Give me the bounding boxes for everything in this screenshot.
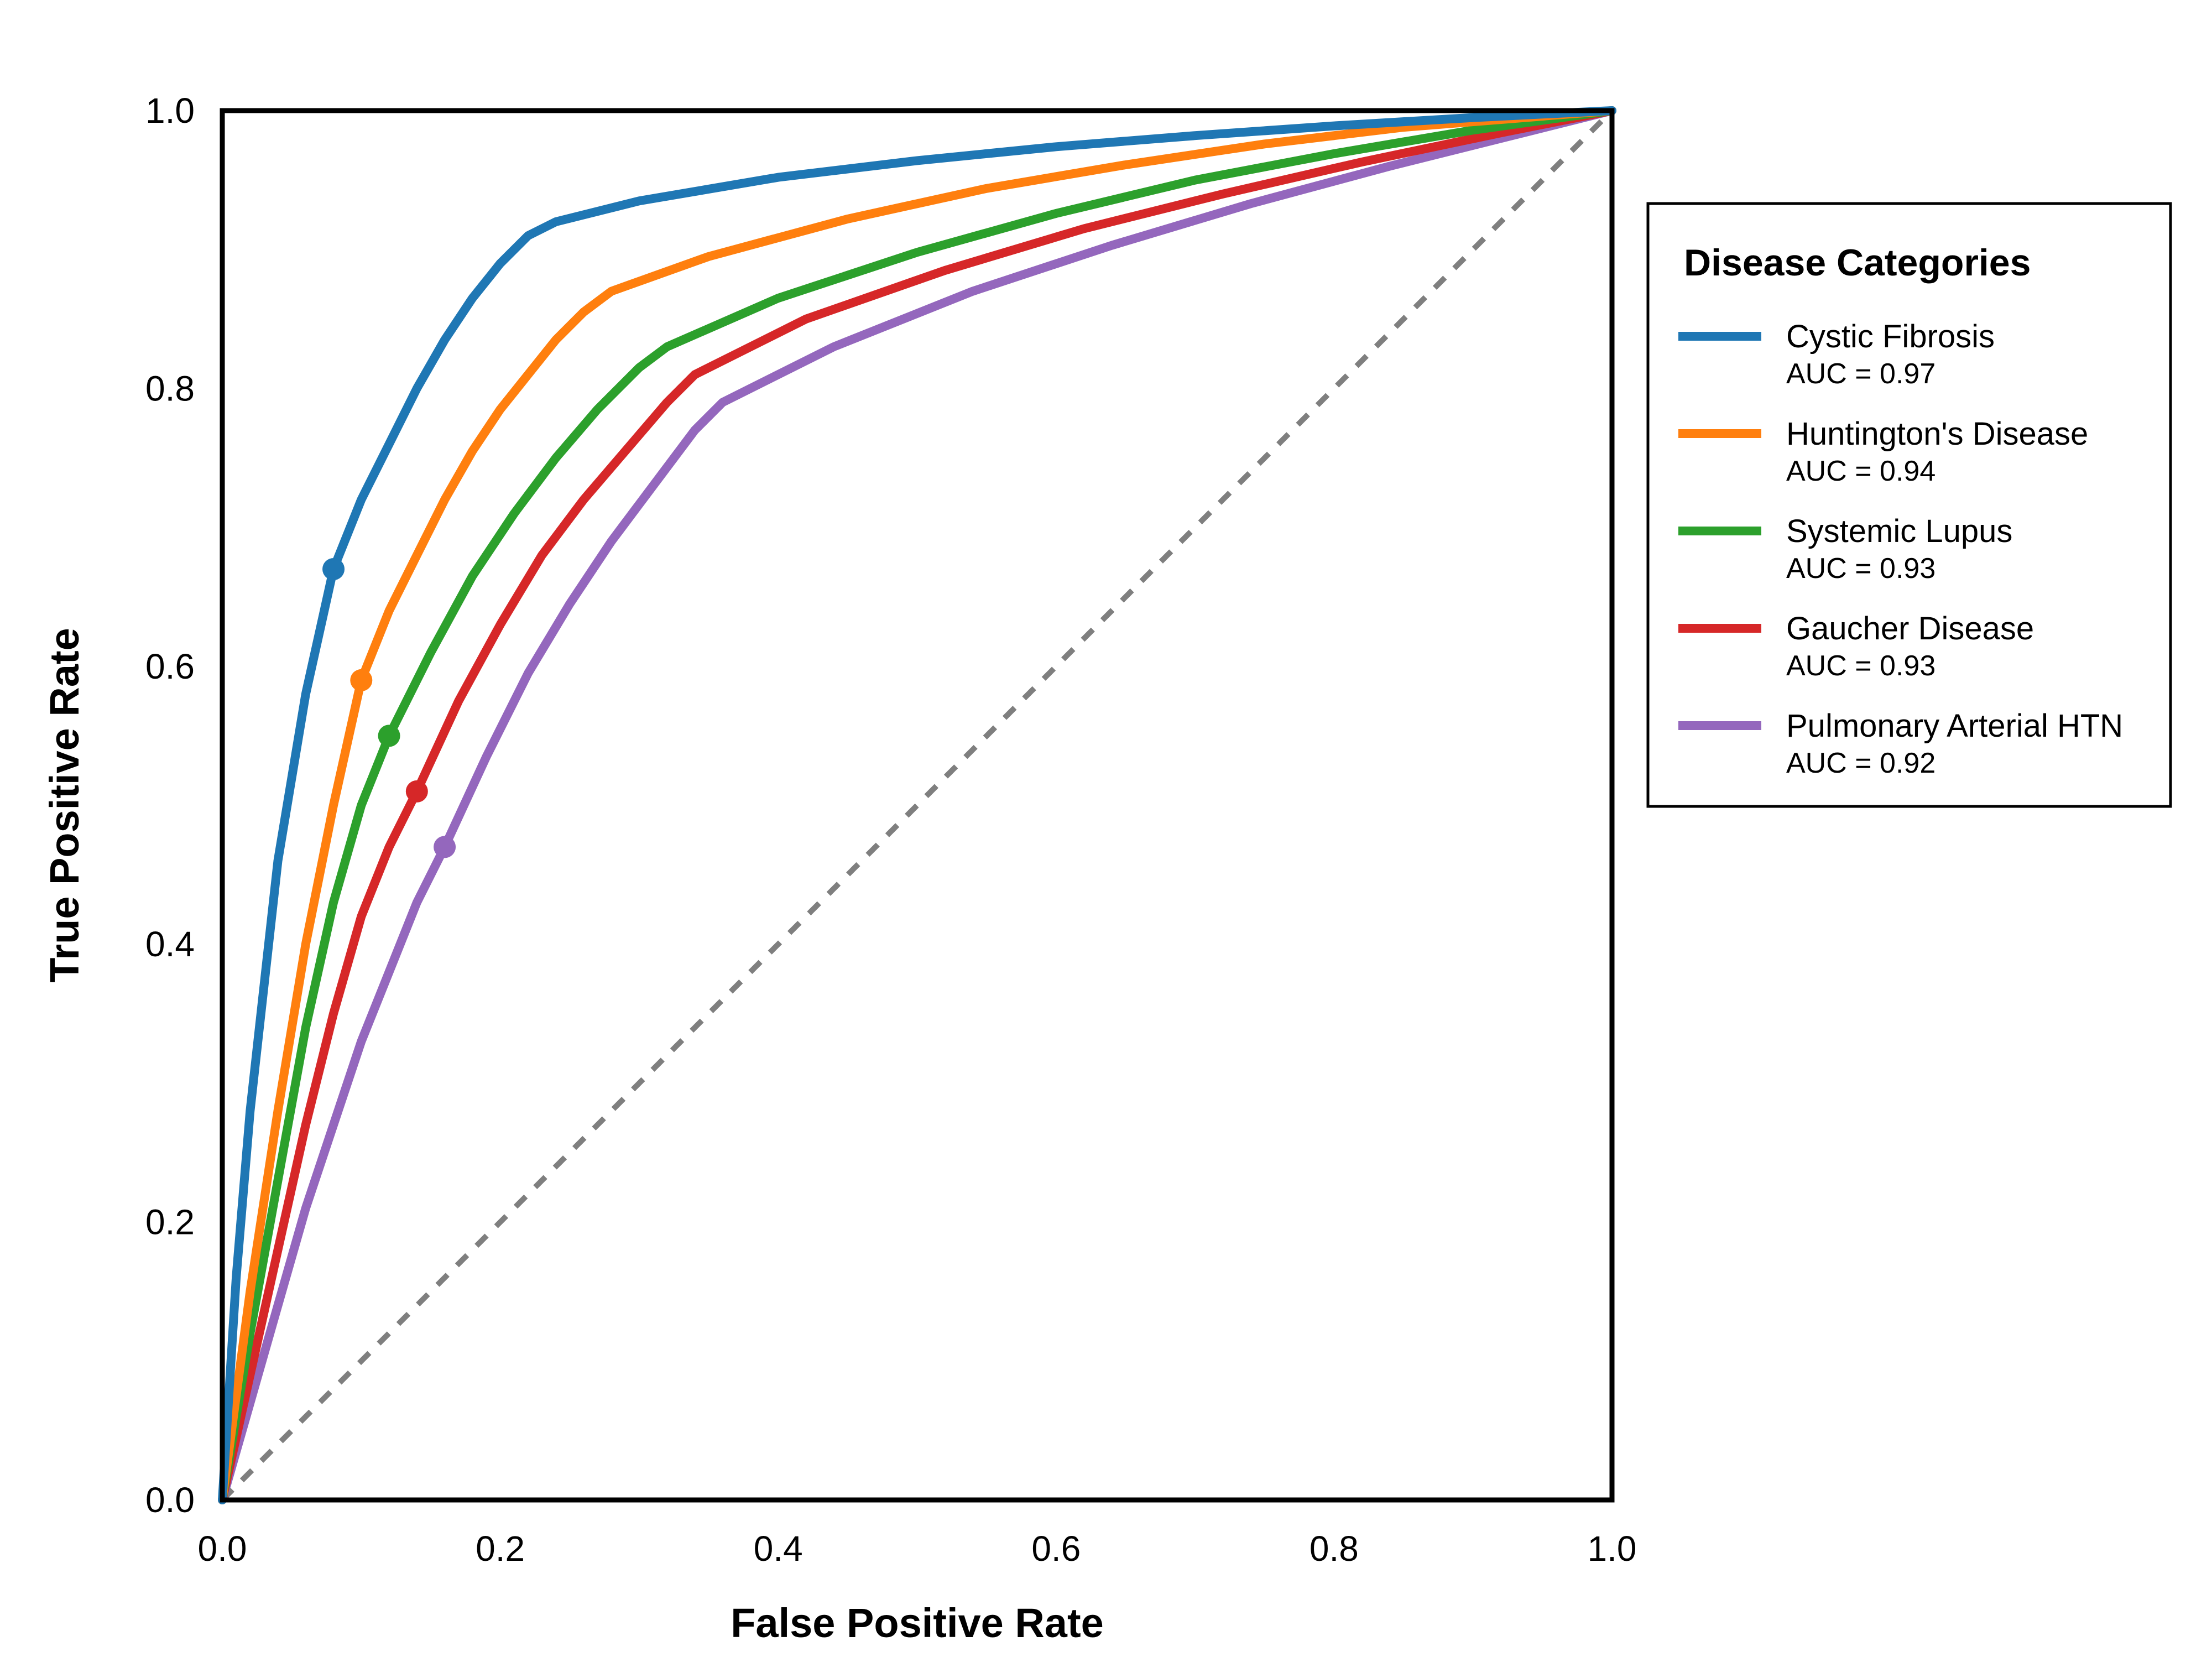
x-tick-label: 0.6 [1031, 1529, 1081, 1569]
series-line-gaucher-disease [218, 106, 1616, 1504]
operating-point-marker-systemic-lupus [378, 725, 400, 747]
series-line-pulmonary-arterial-htn [218, 106, 1616, 1504]
legend-series-name: Cystic Fibrosis [1786, 319, 1995, 355]
series-line-huntington-s-disease [218, 106, 1616, 1504]
legend-title: Disease Categories [1684, 242, 2031, 284]
legend-auc-label: AUC = 0.92 [1786, 747, 1936, 779]
y-tick-label: 0.8 [145, 368, 195, 408]
legend-auc-label: AUC = 0.94 [1786, 455, 1936, 487]
chance-diagonal-line [220, 108, 1614, 1502]
x-tick-label: 0.2 [476, 1529, 525, 1569]
axes: 0.00.0 0.2 0.2 0.4 0.4 0.6 0.6 0.8 0.8 1.0 1.0 Fals… [41, 91, 1636, 1646]
y-axis-title: True Positive Rate [41, 628, 87, 983]
plot-frame [220, 108, 1615, 1503]
x-tick-label: 0.4 [754, 1529, 803, 1569]
x-tick-label: 0.0 [198, 1529, 247, 1569]
legend-series-name: Pulmonary Arterial HTN [1786, 708, 2123, 744]
y-tick-label: 0.2 [145, 1202, 195, 1242]
y-tick-label: 0.6 [145, 647, 195, 686]
y-tick-label: 0.0 [145, 1480, 195, 1520]
legend-auc-label: AUC = 0.93 [1786, 553, 1936, 585]
legend-series-name: Systemic Lupus [1786, 513, 2012, 549]
series-line-cystic-fibrosis [218, 106, 1616, 1504]
operating-point-marker-cystic-fibrosis [322, 558, 345, 580]
series-line-systemic-lupus [218, 106, 1616, 1504]
x-tick-label: 1.0 [1588, 1529, 1637, 1569]
legend-series-name: Huntington's Disease [1786, 416, 2088, 452]
y-tick-label: 0.4 [145, 924, 195, 964]
operating-point-marker-gaucher-disease [405, 780, 428, 803]
legend-auc-label: AUC = 0.97 [1786, 358, 1936, 390]
x-tick-label: 0.8 [1310, 1529, 1359, 1569]
x-axis-title: False Positive Rate [731, 1600, 1104, 1646]
operating-point-marker-pulmonary-arterial-htn [434, 836, 456, 858]
operating-point-marker-huntington-s-disease [350, 669, 373, 691]
plot-area [218, 106, 1616, 1504]
legend-auc-label: AUC = 0.93 [1786, 650, 1936, 682]
legend-box [1646, 202, 2172, 808]
y-tick-label: 1.0 [145, 91, 195, 131]
legend-series-name: Gaucher Disease [1786, 611, 2034, 647]
